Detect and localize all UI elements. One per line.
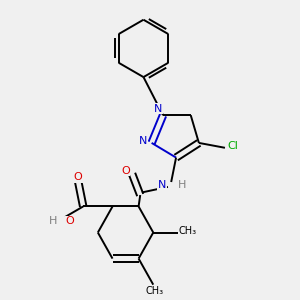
Text: O: O [73, 172, 82, 182]
Text: O: O [65, 216, 74, 226]
Text: H: H [178, 180, 186, 190]
Text: H: H [49, 216, 57, 226]
Text: Cl: Cl [228, 141, 238, 151]
Text: CH₃: CH₃ [178, 226, 196, 236]
Text: O: O [121, 166, 130, 176]
Text: CH₃: CH₃ [146, 286, 164, 296]
Text: N: N [154, 104, 162, 114]
Text: N: N [139, 136, 148, 146]
Text: N: N [158, 180, 166, 190]
